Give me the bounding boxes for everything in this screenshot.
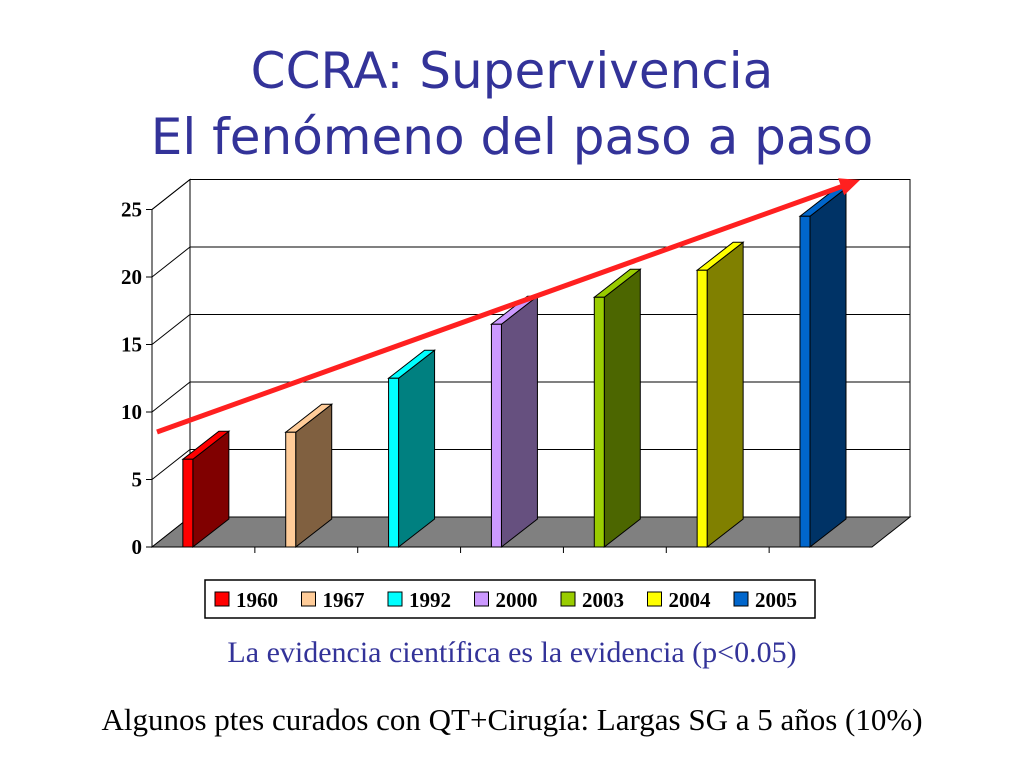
legend-item-1960: 1960 [214,588,278,612]
legend-label: 1967 [323,588,365,612]
legend-label: 2005 [755,588,797,612]
gridline [151,381,910,413]
legend-swatch [387,591,403,607]
legend-swatch [474,591,489,607]
bar-1992 [387,349,437,549]
evidence-caption: La evidencia científica es la evidencia … [227,636,797,669]
legend-label: 1960 [236,588,278,612]
bar-front [182,458,194,548]
legend-label: 1992 [409,588,451,612]
gridline [151,314,910,345]
legend-item-2003: 2003 [560,588,624,612]
y-tick-label: 20 [121,265,142,289]
bar-front [593,296,605,548]
legend-swatch [214,591,230,607]
bar-front [285,431,297,548]
legend-box [204,579,816,619]
y-tick-label: 10 [121,400,142,424]
bar-side [398,349,436,549]
y-axis-ticks: 0 5 10 15 20 25 [121,198,770,559]
legend-swatch [560,591,576,607]
gridline [151,449,910,480]
y-tick-label: 0 [132,535,143,559]
legend-item-2004: 2004 [647,588,712,612]
bar-front [490,323,502,548]
bar-2003 [592,268,642,549]
bar-1960 [181,430,231,549]
bar-front [696,269,708,548]
legend: 1960 1967 1992 2000 2003 2004 2005 [204,579,816,619]
legend-swatch [647,591,662,607]
slide-title-line-2: El fenómeno del paso a paso [150,108,874,166]
legend-swatch [301,591,316,607]
bar-2004 [695,241,745,549]
legend-label: 2004 [669,588,712,612]
legend-swatch [733,591,749,607]
legend-label: 2003 [582,588,624,612]
bar-side [500,295,538,549]
bar-2000 [489,295,539,549]
bar-2005 [798,187,848,549]
bars [181,187,848,549]
legend-item-2005: 2005 [733,588,797,612]
y-tick-label: 15 [121,333,142,357]
bar-front [799,215,811,548]
trend-arrow-head [838,178,860,196]
y-tick-label: 5 [132,468,143,492]
y-tick-label: 25 [121,198,142,222]
slide-title-line-1: CCRA: Supervivencia [250,42,774,100]
legend-item-1967: 1967 [301,588,365,612]
trend-arrow-line [156,182,847,435]
footnote-caption: Algunos ptes curados con QT+Cirugía: Lar… [101,702,923,737]
gridline [151,179,910,210]
legend-item-1992: 1992 [387,588,451,612]
survival-bar-chart: 0 5 10 15 20 25 1960 1967 1992 2000 2003 2004 2005 [121,178,912,619]
bar-side [706,241,744,549]
bar-front [388,377,400,548]
bar-side [603,268,641,549]
legend-item-2000: 2000 [474,588,538,612]
legend-label: 2000 [496,588,538,612]
bar-1967 [284,403,334,549]
trend-arrow [156,178,860,435]
bar-side [809,187,847,549]
